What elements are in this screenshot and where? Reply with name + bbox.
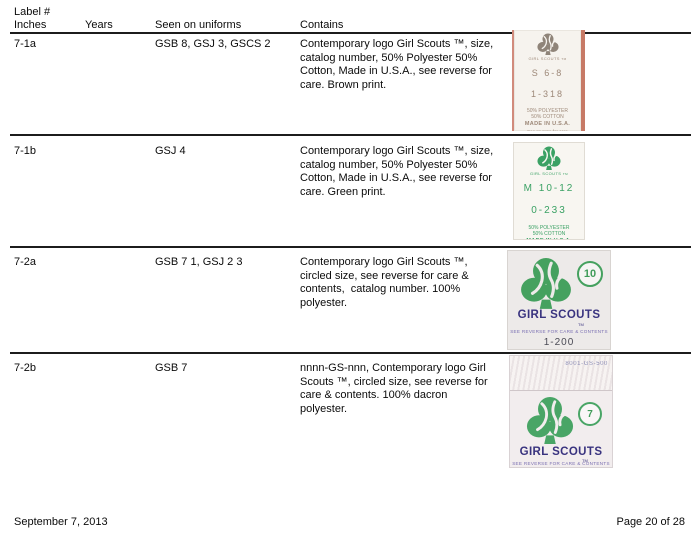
row2-tag-catalog: 0-233 — [531, 205, 567, 216]
header-inches: Inches — [14, 19, 47, 31]
girl-scouts-trefoil-logo-icon — [536, 33, 559, 56]
row4-tag-brand: GIRL SCOUTS — [519, 446, 603, 458]
row3-circled-size: 10 — [577, 261, 603, 287]
header-years: Years — [85, 19, 113, 31]
header-rule — [10, 32, 691, 34]
row3-tag-care: SEE REVERSE FOR CARE & CONTENTS — [510, 329, 608, 334]
row1-tag-made-in: MADE IN U.S.A. — [524, 121, 571, 127]
row3-tag-brand: GIRL SCOUTS — [517, 309, 601, 321]
girl-scouts-trefoil-logo-icon — [521, 258, 571, 309]
row2-label-photo: GIRL SCOUTS TM M 10-12 0-233 50% POLYEST… — [513, 142, 585, 240]
row1-tag-fiber1: 50% POLYESTER — [526, 108, 569, 114]
tm-mark: TM — [578, 322, 584, 327]
row2-tag-fiber2: 50% COTTON — [532, 231, 566, 237]
header-seen-on-uniforms: Seen on uniforms — [155, 19, 242, 31]
row1-tag-catalog: 1-318 — [530, 89, 565, 99]
row4-tag-top-code: 8001-GS-500 — [565, 361, 608, 367]
row2-label-number: 7-1b — [14, 145, 37, 157]
header-contains: Contains — [300, 19, 344, 31]
row2-contains: Contemporary logo Girl Scouts ™, size, c… — [300, 145, 494, 198]
row3-seen-on: GSB 7 1, GSJ 2 3 — [155, 256, 243, 268]
row4-circled-size: 7 — [578, 402, 602, 426]
row1-label-photo: GIRL SCOUTS TM S 6-8 1-318 50% POLYESTER… — [512, 30, 585, 131]
row1-tag-size: S 6-8 — [531, 68, 564, 78]
row1-tag-brand: GIRL SCOUTS TM — [528, 56, 567, 61]
girl-scouts-trefoil-logo-icon — [537, 146, 561, 171]
tm-mark: TM — [582, 458, 588, 463]
tm-mark: TM — [561, 57, 567, 61]
footer-page-number: Page 20 of 28 — [616, 516, 685, 528]
row4-label-photo: 8001-GS-500 7 GIRL SCOUTS TM SEE REVERSE… — [509, 355, 613, 468]
row2-tag-size: M 10-12 — [523, 183, 575, 194]
row1-label-number: 7-1a — [14, 38, 37, 50]
girl-scouts-trefoil-logo-icon — [526, 397, 574, 445]
row3-label-photo: 10 GIRL SCOUTS TM SEE REVERSE FOR CARE &… — [507, 250, 611, 350]
row1-seen-on: GSB 8, GSJ 3, GSCS 2 — [155, 38, 271, 50]
row1-contains: Contemporary logo Girl Scouts ™, size, c… — [300, 38, 494, 91]
row4-label-number: 7-2b — [14, 362, 37, 374]
row-divider-3 — [10, 352, 691, 354]
row-divider-2 — [10, 246, 691, 248]
row4-tag-fold — [510, 356, 612, 391]
footer-date: September 7, 2013 — [14, 516, 108, 528]
row3-contains: Contemporary logo Girl Scouts ™, circled… — [300, 256, 469, 309]
row4-tag-care: SEE REVERSE FOR CARE & CONTENTS — [512, 461, 610, 466]
row4-seen-on: GSB 7 — [155, 362, 188, 374]
row2-tag-fiber1: 50% POLYESTER — [528, 225, 570, 231]
row-divider-1 — [10, 134, 691, 136]
row3-tag-catalog: 1-200 — [543, 337, 575, 348]
row1-tag-care: See reverse for care — [514, 129, 581, 131]
row3-label-number: 7-2a — [14, 256, 37, 268]
row2-tag-made-in: MADE IN U.S.A. — [514, 238, 584, 239]
header-label-number: Label # — [14, 6, 51, 18]
row2-seen-on: GSJ 4 — [155, 145, 186, 157]
row2-tag-brand: GIRL SCOUTS TM — [529, 171, 569, 176]
row1-tag-fiber2: 50% COTTON — [531, 114, 564, 120]
row4-contains: nnnn-GS-nnn, Contemporary logo Girl Scou… — [300, 362, 488, 415]
tm-mark: TM — [562, 172, 569, 176]
